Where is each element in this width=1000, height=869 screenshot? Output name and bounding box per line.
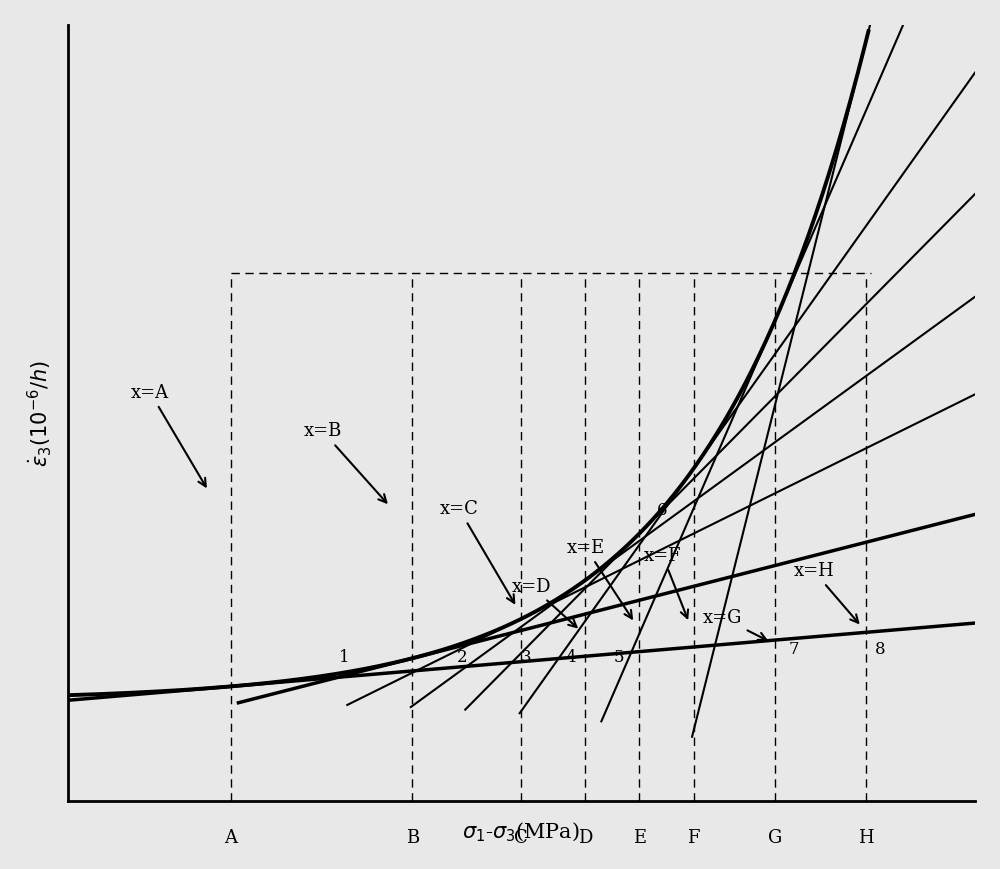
Text: 1: 1 xyxy=(339,649,350,667)
Text: 6: 6 xyxy=(657,501,667,519)
Text: x=H: x=H xyxy=(794,562,858,623)
Text: 4: 4 xyxy=(566,649,577,667)
Text: x=D: x=D xyxy=(512,578,577,627)
Text: A: A xyxy=(225,828,238,846)
X-axis label: $\sigma_1$-$\sigma_3$(MPa): $\sigma_1$-$\sigma_3$(MPa) xyxy=(462,821,580,844)
Text: x=F: x=F xyxy=(644,547,688,618)
Text: D: D xyxy=(578,828,592,846)
Y-axis label: $\dot{\varepsilon}_3(10^{-6}/h)$: $\dot{\varepsilon}_3(10^{-6}/h)$ xyxy=(25,360,54,467)
Text: x=A: x=A xyxy=(131,383,206,487)
Text: x=E: x=E xyxy=(567,539,632,619)
Text: x=B: x=B xyxy=(304,422,386,502)
Text: H: H xyxy=(858,828,874,846)
Text: 7: 7 xyxy=(788,641,799,659)
Text: 2: 2 xyxy=(457,649,468,667)
Text: B: B xyxy=(406,828,419,846)
Text: C: C xyxy=(514,828,528,846)
Text: F: F xyxy=(687,828,700,846)
Text: 8: 8 xyxy=(874,641,885,659)
Text: G: G xyxy=(768,828,783,846)
Text: 5: 5 xyxy=(614,649,625,667)
Text: x=C: x=C xyxy=(440,500,514,603)
Text: E: E xyxy=(633,828,646,846)
Text: 3: 3 xyxy=(521,649,531,667)
Text: x=G: x=G xyxy=(703,609,766,640)
